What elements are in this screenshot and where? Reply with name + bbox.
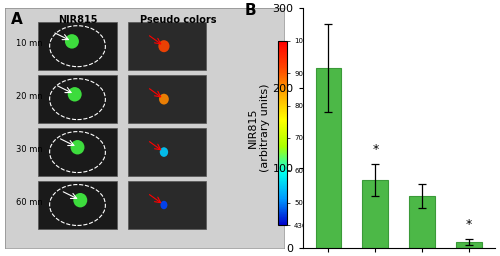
Bar xyxy=(128,181,206,229)
Ellipse shape xyxy=(68,87,82,102)
Ellipse shape xyxy=(158,40,170,52)
Bar xyxy=(38,75,117,123)
Ellipse shape xyxy=(160,147,168,157)
Text: A: A xyxy=(10,13,22,27)
Bar xyxy=(128,128,206,176)
Ellipse shape xyxy=(159,94,169,104)
Bar xyxy=(38,128,117,176)
Bar xyxy=(128,22,206,70)
Text: Pseudo colors: Pseudo colors xyxy=(140,15,216,25)
Bar xyxy=(362,180,388,248)
Bar xyxy=(456,242,482,248)
Text: B: B xyxy=(245,3,256,18)
Text: 30 mn: 30 mn xyxy=(16,145,43,154)
Ellipse shape xyxy=(65,34,79,49)
Text: *: * xyxy=(466,218,472,231)
Ellipse shape xyxy=(74,193,88,207)
Ellipse shape xyxy=(160,201,168,209)
Bar xyxy=(38,22,117,70)
Text: NIR815: NIR815 xyxy=(58,15,97,25)
Text: 60 mn: 60 mn xyxy=(16,198,43,207)
Text: *: * xyxy=(372,143,378,156)
Text: 20 mn: 20 mn xyxy=(16,92,43,101)
Bar xyxy=(410,196,435,248)
Ellipse shape xyxy=(70,140,85,154)
Bar xyxy=(316,68,342,248)
Text: 10 mn: 10 mn xyxy=(16,39,43,48)
Y-axis label: NIR815
(arbitrary units): NIR815 (arbitrary units) xyxy=(248,84,270,172)
Bar xyxy=(38,181,117,229)
Bar xyxy=(128,75,206,123)
